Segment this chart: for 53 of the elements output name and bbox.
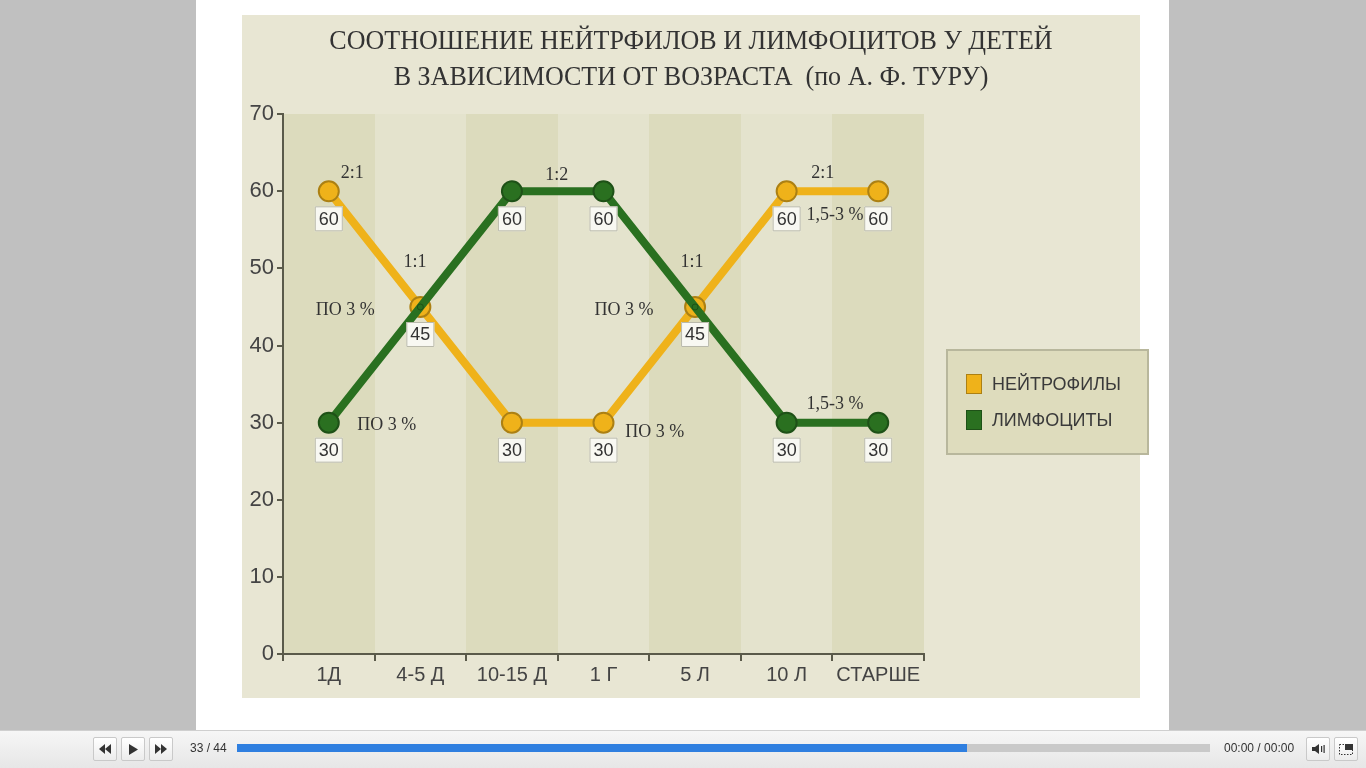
x-tick-label: 5 Л: [680, 662, 710, 685]
point: [592, 411, 615, 434]
legend-label: ЛИМФОЦИТЫ: [992, 409, 1113, 431]
data-label: 60: [776, 208, 797, 229]
data-label: 45: [685, 324, 706, 345]
annotation: 2:1: [340, 162, 364, 183]
point: [775, 180, 798, 203]
data-label: 60: [318, 208, 339, 229]
x-tick-label: 1 Г: [589, 662, 618, 685]
legend-label: НЕЙТРОФИЛЫ: [992, 373, 1121, 395]
x-tick-label: 10 Л: [766, 662, 808, 685]
data-label: 30: [593, 440, 614, 461]
x-tick-label: 4-5 Д: [396, 662, 445, 685]
x-tick-label: 1Д: [316, 662, 342, 685]
data-label: 30: [501, 440, 522, 461]
point: [867, 411, 890, 434]
annotation: ПО 3 %: [315, 298, 375, 319]
point: [867, 180, 890, 203]
chart-title: СООТНОШЕНИЕ НЕЙТРФИЛОВ И ЛИМФОЦИТОВ У ДЕТЕЙ В ЗАВИСИМОСТИ ОТ ВОЗРАСТА (по А. Ф. ТУРУ): [328, 23, 1054, 93]
y-tick-label: 0: [261, 640, 274, 666]
annotation: 2:1: [811, 162, 835, 183]
point: [317, 180, 340, 203]
data-label: 30: [776, 440, 797, 461]
text: 33 / 44: [190, 740, 227, 756]
data-label: 30: [868, 440, 889, 461]
point: [317, 411, 340, 434]
annotation: ПО 3 %: [357, 414, 417, 435]
point: [775, 411, 798, 434]
data-label: 30: [318, 440, 339, 461]
x-tick-label: 10-15 Д: [476, 662, 548, 685]
annotation: 1:2: [545, 164, 569, 185]
y-tick-label: 30: [249, 408, 274, 434]
x-tick-label: СТАРШЕ: [836, 662, 921, 685]
y-tick-label: 50: [249, 254, 274, 280]
y-tick-label: 70: [249, 100, 274, 126]
data-label: 60: [868, 208, 889, 229]
point: [500, 180, 523, 203]
annotation: ПО 3 %: [625, 421, 685, 442]
annotation: 1:1: [680, 251, 704, 272]
y-tick-label: 10: [249, 562, 274, 588]
annotation: 1,5-3 %: [806, 393, 864, 414]
text: 00:00 / 00:00: [1224, 740, 1295, 756]
y-tick-label: 40: [249, 331, 274, 357]
point: [500, 411, 523, 434]
data-label: 60: [501, 208, 522, 229]
annotation: 1:1: [403, 251, 427, 272]
annotation: 1,5-3 %: [806, 203, 864, 224]
data-label: 60: [593, 208, 614, 229]
y-tick-label: 20: [249, 485, 274, 511]
point: [592, 180, 615, 203]
data-label: 45: [410, 324, 431, 345]
annotation: ПО 3 %: [594, 298, 654, 319]
y-tick-label: 60: [249, 177, 274, 203]
